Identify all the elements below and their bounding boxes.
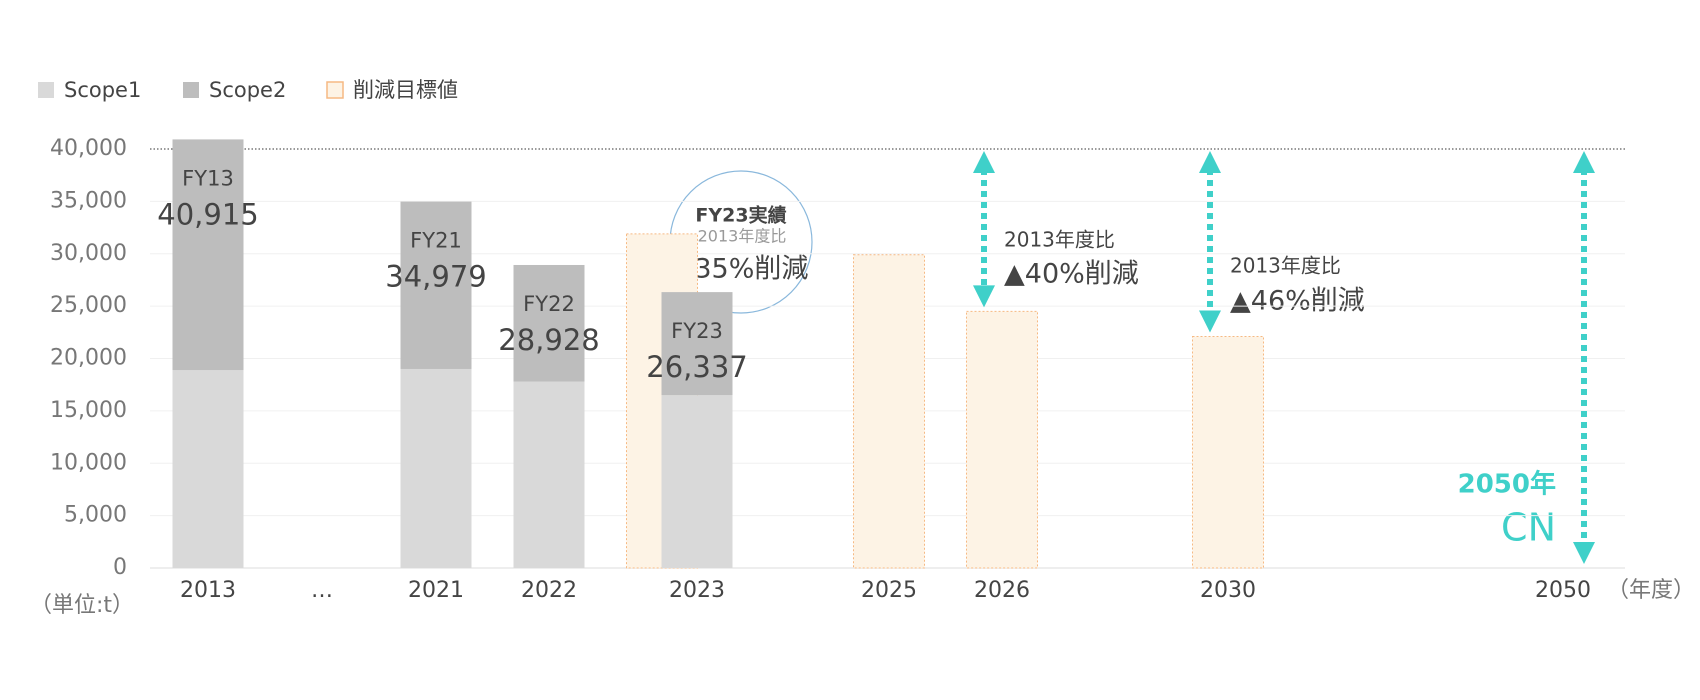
bar-name: FY13	[182, 166, 234, 190]
annotation: FY23実績	[695, 204, 786, 227]
y-tick-label: 10,000	[50, 450, 127, 475]
bar-segment	[661, 292, 733, 396]
bar-segment	[400, 201, 472, 369]
bar-total: 40,915	[157, 197, 258, 231]
y-tick-label: 30,000	[50, 241, 127, 266]
x-unit: （年度）	[1607, 578, 1695, 603]
bar-total: 34,979	[385, 260, 486, 294]
x-tick-label: 2023	[669, 578, 725, 603]
y-tick-label: 40,000	[50, 136, 127, 161]
annotation: 2013年度比	[1230, 254, 1341, 278]
annotation: CN	[1501, 506, 1556, 550]
legend-label: Scope2	[209, 78, 286, 102]
arrow-head	[1199, 310, 1221, 333]
x-tick-label: 2013	[180, 578, 236, 603]
arrow-head	[973, 151, 995, 173]
bar-segment	[400, 368, 472, 568]
bar-total: 28,928	[498, 323, 599, 357]
y-tick-label: 25,000	[50, 293, 127, 318]
annotation: 2013年度比	[698, 227, 787, 246]
x-tick-label: 2022	[521, 578, 577, 603]
bar-segment	[661, 395, 733, 568]
bar-name: FY22	[523, 292, 575, 316]
arrow-head	[1573, 151, 1595, 173]
y-unit: （単位:t）	[30, 593, 134, 618]
bar-name: FY21	[410, 229, 462, 253]
bar-total: 26,337	[646, 350, 747, 384]
bar-segment	[513, 381, 585, 568]
annotation: 2013年度比	[1004, 228, 1115, 252]
bar-segment	[172, 370, 244, 568]
arrow-head	[1573, 542, 1595, 564]
bar-segment	[172, 139, 244, 371]
target-bar	[853, 254, 925, 569]
y-tick-label: 20,000	[50, 346, 127, 371]
x-tick-label: 2030	[1200, 578, 1256, 603]
x-tick-label: 2050	[1535, 578, 1591, 603]
legend-swatch	[183, 82, 199, 98]
arrow-head	[973, 285, 995, 308]
legend-label: 削減目標値	[353, 78, 458, 102]
annotation: 2050年	[1458, 469, 1556, 500]
x-tick-label: 2025	[861, 578, 917, 603]
bar-segment	[513, 264, 585, 382]
y-tick-label: 35,000	[50, 188, 127, 213]
x-tick-label: 2026	[974, 578, 1030, 603]
y-tick-label: 15,000	[50, 398, 127, 423]
annotation: ▲40%削減	[1004, 259, 1139, 290]
bar-name: FY23	[671, 319, 723, 343]
y-tick-label: 0	[113, 555, 127, 580]
target-bar	[966, 310, 1038, 569]
annotation: ▲46%削減	[1230, 286, 1365, 317]
legend-swatch	[38, 82, 54, 98]
arrow-head	[1199, 151, 1221, 173]
legend-swatch	[326, 81, 344, 99]
legend-label: Scope1	[64, 78, 141, 102]
target-bar	[1192, 336, 1264, 569]
y-tick-label: 5,000	[64, 503, 127, 528]
x-tick-label: 2021	[408, 578, 464, 603]
x-tick-label: …	[311, 578, 333, 603]
